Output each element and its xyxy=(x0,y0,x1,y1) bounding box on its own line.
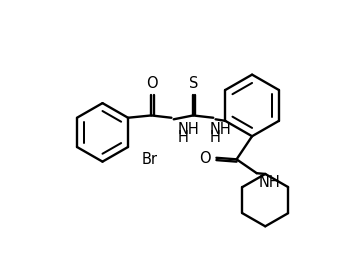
Text: H: H xyxy=(178,130,189,145)
Text: O: O xyxy=(146,76,158,91)
Text: H: H xyxy=(209,130,220,145)
Text: NH: NH xyxy=(258,175,280,190)
Text: S: S xyxy=(189,76,198,91)
Text: Br: Br xyxy=(142,152,158,167)
Text: NH: NH xyxy=(178,122,200,137)
Text: NH: NH xyxy=(209,122,231,137)
Text: O: O xyxy=(200,151,211,166)
